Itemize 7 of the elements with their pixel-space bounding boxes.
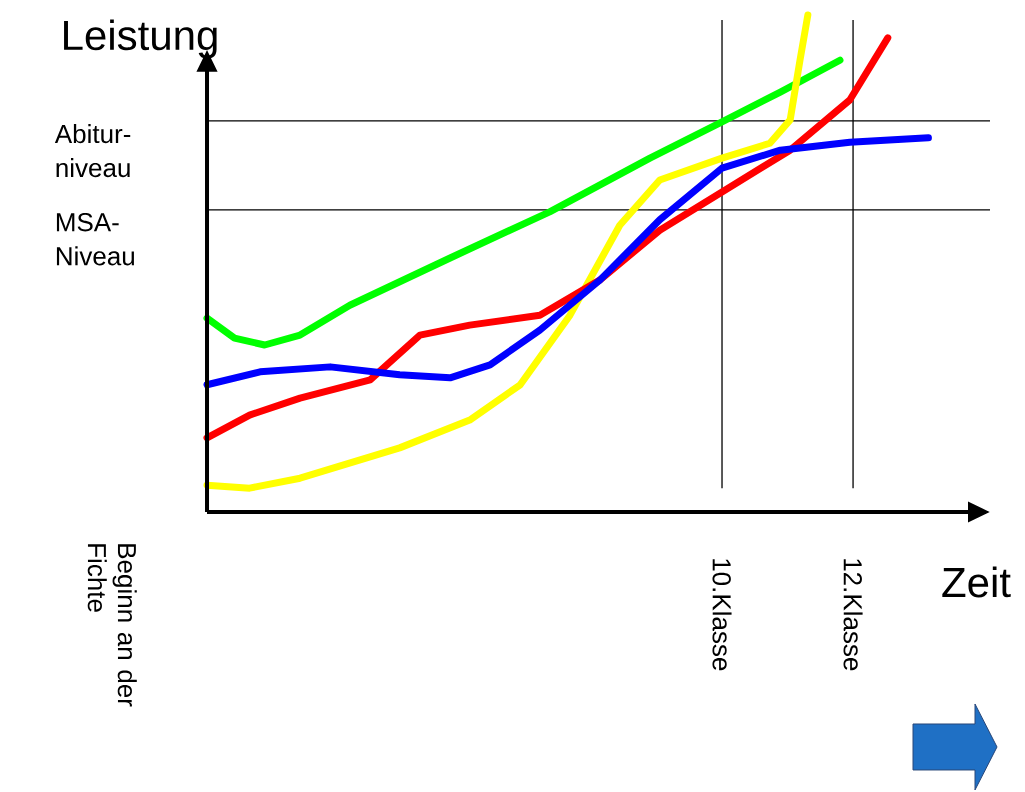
x-tick-label: 12.Klasse <box>843 559 863 671</box>
y-axis-title: Leistung <box>64 19 217 59</box>
x-tick-label: 10.Klasse <box>712 559 732 671</box>
ref-line-label: Abitur-niveau <box>54 124 131 178</box>
x-axis-title: Zeit <box>942 566 1011 598</box>
text: Beginn an der Fichte <box>87 544 137 707</box>
ref-line-label: MSA-Niveau <box>56 213 134 266</box>
